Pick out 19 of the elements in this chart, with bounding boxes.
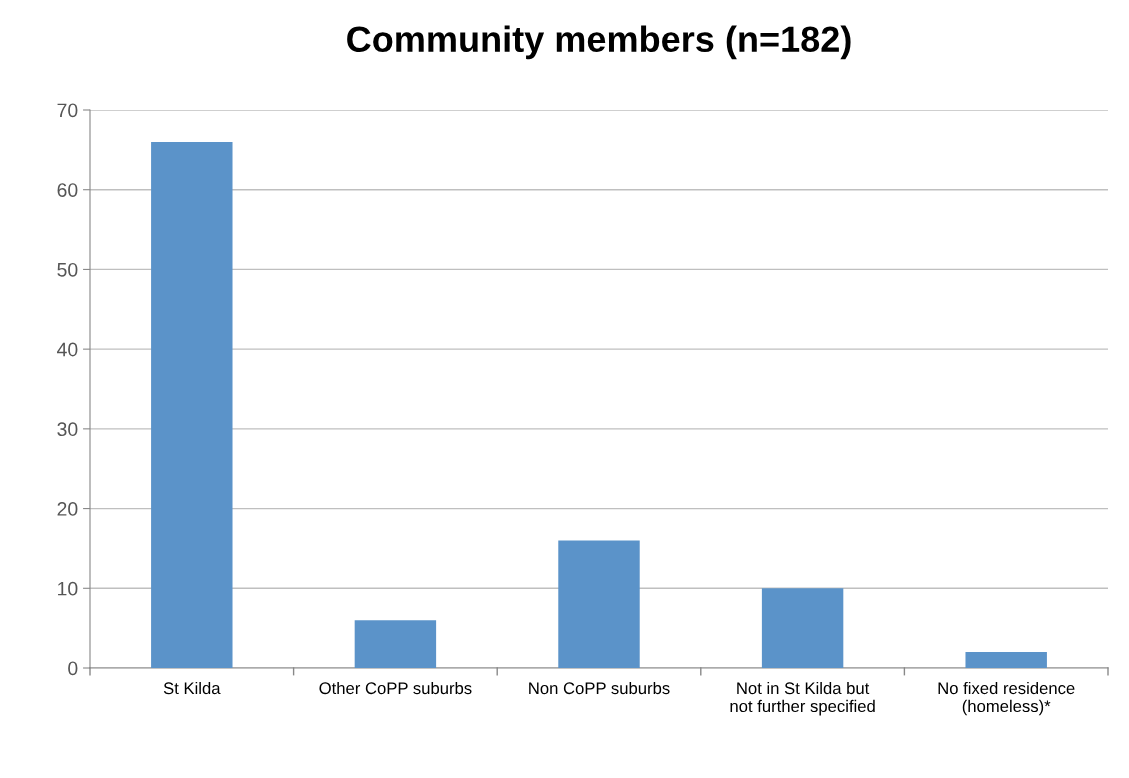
bar <box>761 588 844 668</box>
x-tick-label: Not in St Kilda but not further specified <box>730 681 875 716</box>
x-tick-label: Non CoPP suburbs <box>529 681 670 695</box>
y-tick-label: 0 <box>68 661 78 676</box>
y-tick-label: 30 <box>57 422 78 437</box>
y-tick-label: 20 <box>57 502 78 516</box>
bar <box>151 141 233 668</box>
x-tick-label: St Kilda <box>163 681 221 695</box>
y-tick-label: 10 <box>58 581 78 596</box>
chart-title: Community members (n=182) <box>347 25 851 60</box>
y-tick-label: 60 <box>57 183 78 197</box>
x-tick-label: No fixed residence (homeless)* <box>938 681 1075 716</box>
bar <box>354 620 437 668</box>
y-tick-label: 70 <box>57 103 78 118</box>
y-tick-label: 50 <box>57 262 78 277</box>
bar <box>558 540 640 668</box>
x-tick-label: Other CoPP suburbs <box>319 681 472 695</box>
bar <box>965 652 1047 668</box>
y-tick-label: 40 <box>57 342 78 357</box>
